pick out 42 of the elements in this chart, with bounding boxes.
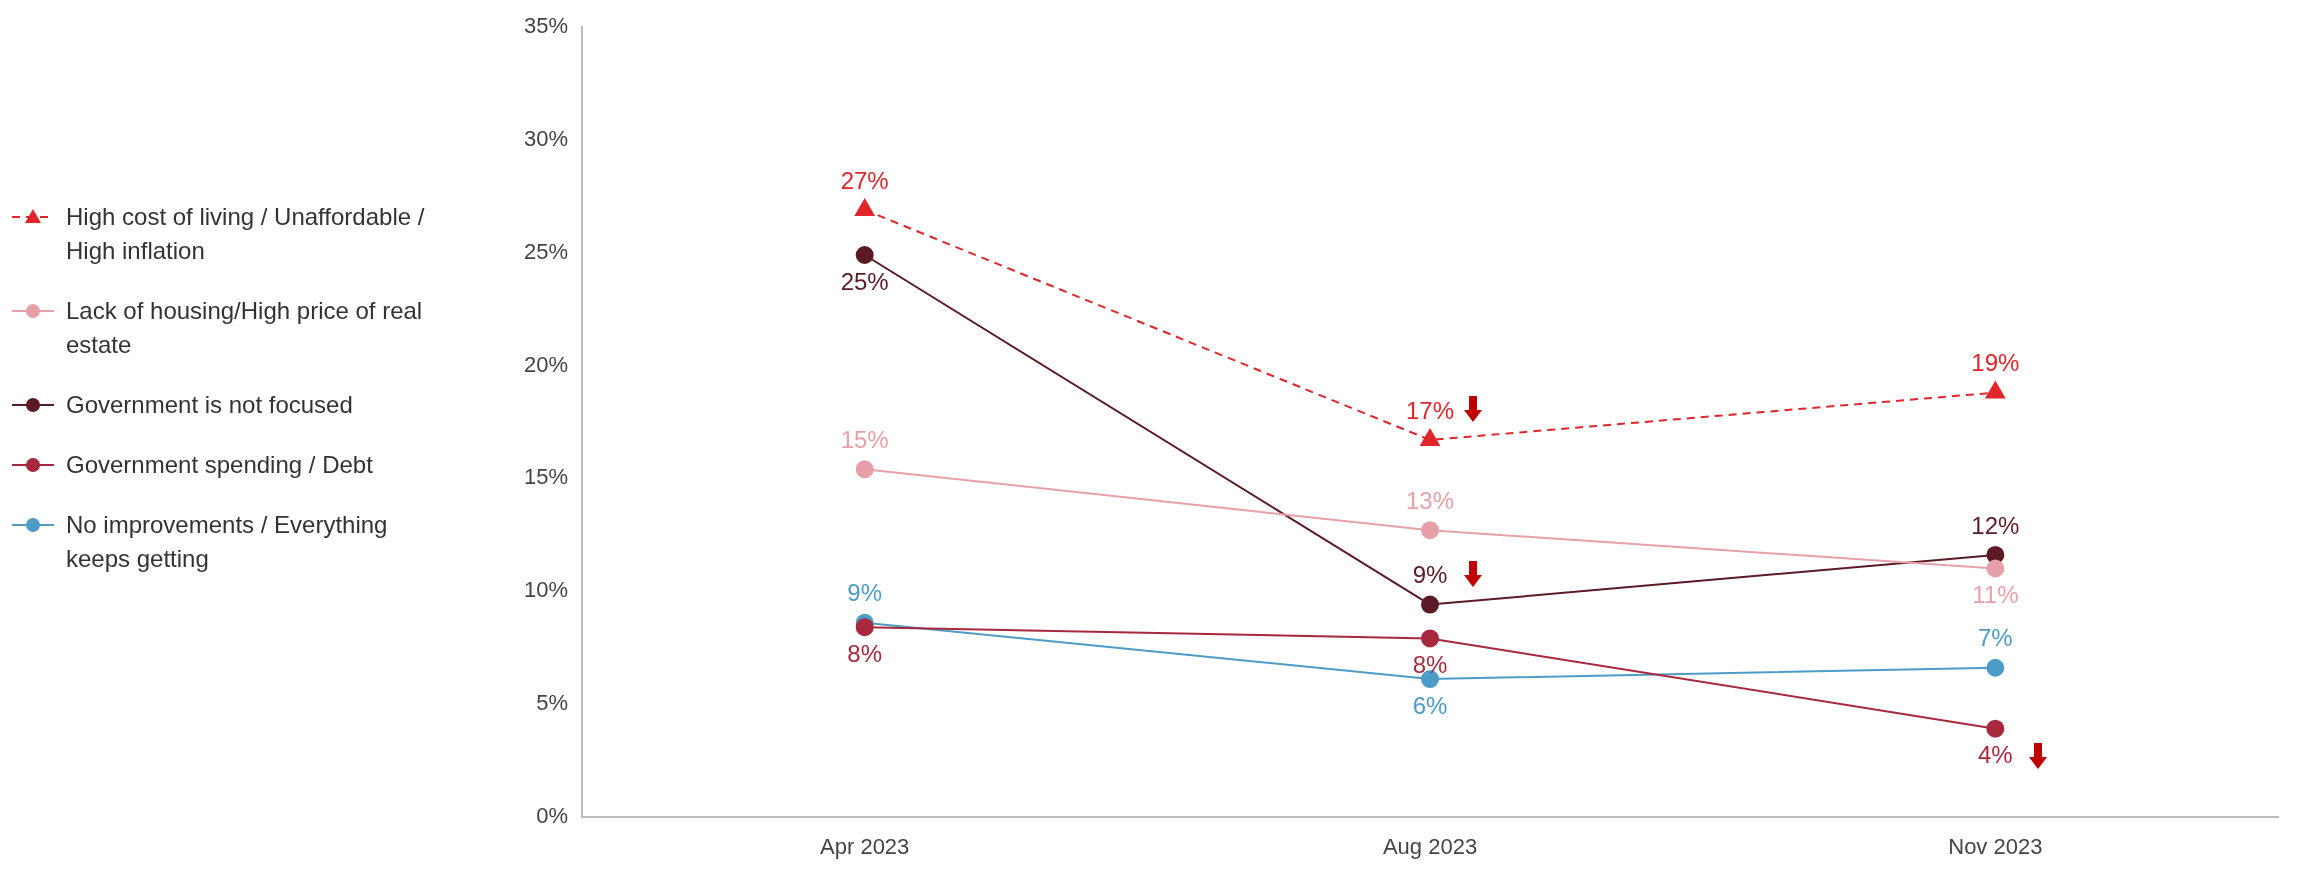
point [1421, 629, 1440, 648]
data-label: 11% [1972, 581, 2019, 609]
data-label: 25% [840, 267, 889, 295]
data-label: 9% [1412, 561, 1448, 589]
point [855, 460, 874, 479]
legend-label: No improvements / Everything keeps getting [66, 510, 389, 574]
data-label: 12% [1971, 511, 2020, 539]
y-tick-label: 25% [523, 238, 569, 264]
data-label: 19% [1971, 349, 2020, 377]
data-label: 8% [847, 639, 883, 667]
point [855, 618, 874, 637]
point [1985, 381, 2005, 399]
data-label: 17% [1405, 396, 1455, 424]
legend-label: Lack of housing/High price of real estate [66, 296, 424, 360]
point [1420, 428, 1440, 446]
data-label: 15% [840, 425, 889, 453]
point [855, 198, 875, 216]
legend-label: High cost of living / Unaffordable / High inflation [66, 202, 426, 266]
data-label: 13% [1405, 486, 1455, 514]
data-label: 27% [840, 166, 889, 194]
point [1986, 658, 2005, 677]
point [1421, 595, 1440, 614]
y-tick-label: 0% [536, 802, 569, 828]
data-label: 4% [1977, 741, 2013, 769]
data-label: 6% [1412, 691, 1448, 719]
point [1986, 559, 2005, 578]
y-tick-label: 5% [536, 689, 569, 715]
x-tick-label: Aug 2023 [1382, 833, 1478, 859]
x-tick-label: Apr 2023 [820, 833, 910, 859]
legend-label: Government is not focused [66, 390, 353, 420]
y-tick-label: 30% [523, 126, 569, 152]
y-tick-label: 20% [523, 351, 569, 377]
data-label: 9% [847, 579, 883, 607]
y-tick-label: 10% [523, 577, 569, 603]
point [1421, 521, 1440, 540]
x-tick-label: Nov 2023 [1948, 833, 2043, 859]
data-label: 8% [1412, 651, 1448, 679]
y-tick-label: 35% [523, 13, 569, 39]
y-tick-label: 15% [523, 464, 569, 490]
data-label: 7% [1977, 624, 2013, 652]
point [1986, 719, 2005, 738]
legend-label: Government spending / Debt [66, 450, 373, 480]
